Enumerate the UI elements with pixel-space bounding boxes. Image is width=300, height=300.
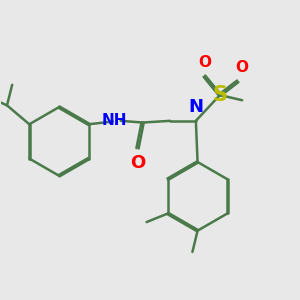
Text: NH: NH: [102, 113, 127, 128]
Text: O: O: [130, 154, 145, 172]
Text: O: O: [235, 60, 248, 75]
Text: S: S: [212, 85, 227, 105]
Text: O: O: [198, 55, 211, 70]
Text: N: N: [188, 98, 203, 116]
